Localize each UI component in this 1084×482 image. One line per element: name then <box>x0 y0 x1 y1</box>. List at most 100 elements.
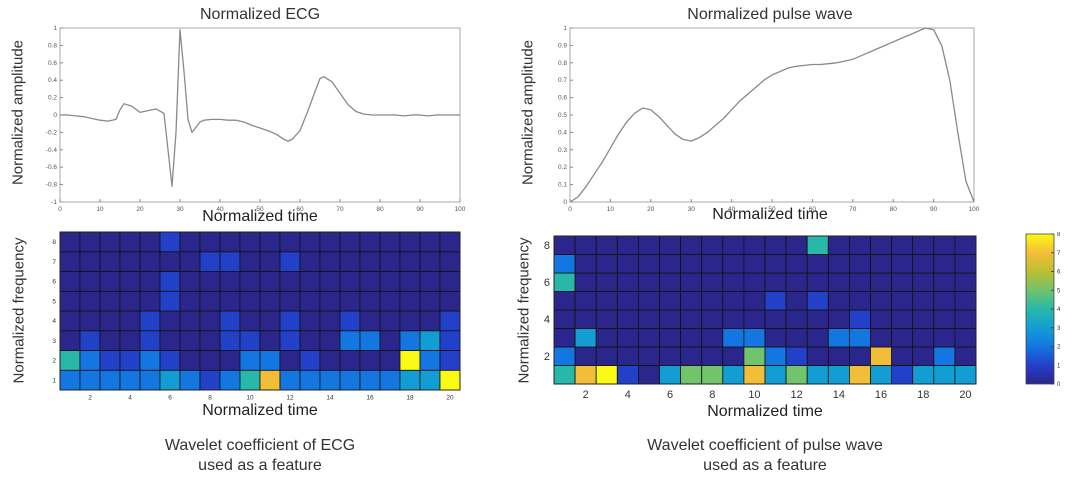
ecg-x-tick-label: 10 <box>96 206 104 213</box>
ecg-heatmap-cell <box>199 330 221 351</box>
pulse-heatmap-cell <box>891 365 914 385</box>
pulse-x-tick-label: 100 <box>969 206 980 213</box>
pulse-heatmap-x-axis-label: Normalized time <box>707 403 823 420</box>
ecg-heatmap-cell <box>119 330 141 351</box>
ecg-heatmap-cell <box>299 330 321 351</box>
ecg-heatmap-cell <box>359 330 381 351</box>
ecg-heatmap-cell <box>79 290 101 312</box>
ecg-heatmap-cell <box>379 310 401 332</box>
pulse-x-tick-label: 40 <box>728 206 736 213</box>
pulse-plot-area <box>569 27 975 203</box>
pulse-heatmap-cell <box>553 309 576 329</box>
ecg-heatmap-cell <box>119 271 141 292</box>
ecg-heatmap-cell <box>239 369 261 391</box>
pulse-heatmap-cell <box>764 365 787 385</box>
pulse-heatmap-cell <box>954 328 977 348</box>
ecg-y-tick-label: 0.4 <box>48 77 57 84</box>
colorbar-tick-label: 6 <box>1057 270 1061 276</box>
ecg-heatmap-cell <box>399 290 421 312</box>
pulse-heatmap-cell <box>912 272 935 292</box>
ecg-heatmap-cell <box>239 271 261 292</box>
pulse-heatmap-cell <box>827 309 850 329</box>
ecg-heatmap-cell <box>239 231 261 253</box>
ecg-heatmap-cell <box>159 231 181 253</box>
ecg-heatmap-cell <box>99 290 121 312</box>
pulse-heatmap-cell <box>743 235 766 255</box>
pulse-heatmap-cell <box>954 365 977 385</box>
pulse-heatmap-cell <box>870 254 893 274</box>
ecg-heatmap-cell <box>259 330 281 351</box>
ecg-heatmap-cell <box>339 330 361 351</box>
ecg-heatmap-cell <box>159 251 181 272</box>
ecg-y-tick-label: 1 <box>53 25 57 32</box>
ecg-heatmap-cell <box>179 251 201 272</box>
ecg-heatmap-cell <box>319 251 341 272</box>
pulse-x-tick-label: 90 <box>930 206 938 213</box>
colorbar: 0 1 2 3 4 5 6 7 8 <box>1025 232 1061 388</box>
ecg-heatmap-cell <box>239 290 261 312</box>
pulse-heatmap-cell <box>891 254 914 274</box>
ecg-heatmap-cell <box>339 310 361 332</box>
pulse-heatmap-cell <box>806 309 829 329</box>
pulse-heatmap-cell <box>891 291 914 311</box>
pulse-heatmap-cell <box>933 235 956 255</box>
pulse-heatmap-cell <box>891 235 914 255</box>
pulse-wavelet-heatmap: 2 4 6 8 10 12 14 16 18 20 2 4 6 8 <box>544 235 977 401</box>
pulse-heatmap-cell <box>827 365 850 385</box>
ecg-heatmap-cell <box>279 290 301 312</box>
pulse-heatmap-x-tick-label: 12 <box>791 389 803 401</box>
ecg-heatmap-cell <box>339 251 361 272</box>
ecg-heatmap-cell <box>419 310 441 332</box>
pulse-heatmap-cell <box>722 365 745 385</box>
ecg-heatmap-cell <box>79 310 101 332</box>
pulse-heatmap-cell <box>680 254 703 274</box>
pulse-heatmap-cell <box>616 254 639 274</box>
pulse-heatmap-x-tick-label: 10 <box>748 389 760 401</box>
ecg-heatmap-cell <box>179 369 201 391</box>
pulse-heatmap-cell <box>912 235 935 255</box>
colorbar-tick-label: 2 <box>1057 345 1061 351</box>
ecg-heatmap-cell <box>239 350 261 371</box>
ecg-heatmap-cell <box>139 310 161 332</box>
ecg-heatmap-cell <box>259 231 281 253</box>
ecg-heatmap-cell <box>219 251 241 272</box>
ecg-y-tick-label: -0.6 <box>46 164 58 171</box>
pulse-heatmap-cell <box>659 309 682 329</box>
pulse-heatmap-cell <box>806 291 829 311</box>
ecg-heatmap-cell <box>159 271 181 292</box>
ecg-heatmap-cell <box>399 310 421 332</box>
pulse-heatmap-cell <box>638 235 660 255</box>
ecg-heatmap-cell <box>199 251 221 272</box>
ecg-heatmap-cell <box>279 251 301 272</box>
pulse-heatmap-cell <box>701 346 724 366</box>
ecg-heatmap-cell <box>299 350 321 371</box>
pulse-heatmap-cell <box>574 346 597 366</box>
pulse-heatmap-cell <box>553 254 576 274</box>
ecg-heatmap-cell <box>279 271 301 292</box>
pulse-heatmap-cell <box>680 365 703 385</box>
pulse-heatmap-cell <box>574 254 597 274</box>
ecg-heatmap-cell <box>119 369 141 391</box>
ecg-heatmap-cell <box>139 369 161 391</box>
ecg-heatmap-cell <box>199 369 221 391</box>
pulse-heatmap-cell <box>722 346 745 366</box>
ecg-chart-title: Normalized ECG <box>199 6 321 23</box>
ecg-heatmap-cell <box>219 310 241 332</box>
pulse-heatmap-frame <box>553 235 977 385</box>
pulse-heatmap-cell <box>827 346 850 366</box>
pulse-heatmap-cell <box>595 254 618 274</box>
pulse-y-tick-label: 0.5 <box>558 112 567 119</box>
ecg-y-axis-label: Normalized amplitude <box>9 39 27 186</box>
ecg-heatmap-cell <box>99 271 121 292</box>
ecg-heatmap-cell <box>59 290 81 312</box>
ecg-heatmap-y-tick-label: 1 <box>52 377 56 384</box>
ecg-heatmap-cell <box>299 310 321 332</box>
ecg-heatmap-cell <box>159 330 181 351</box>
pulse-heatmap-cell <box>912 309 935 329</box>
ecg-heatmap-cell <box>419 251 441 272</box>
ecg-heatmap-cell <box>79 369 101 391</box>
pulse-heatmap-cell <box>553 291 576 311</box>
ecg-heatmap-x-tick-label: 14 <box>326 395 334 402</box>
pulse-heatmap-cell <box>659 254 682 274</box>
